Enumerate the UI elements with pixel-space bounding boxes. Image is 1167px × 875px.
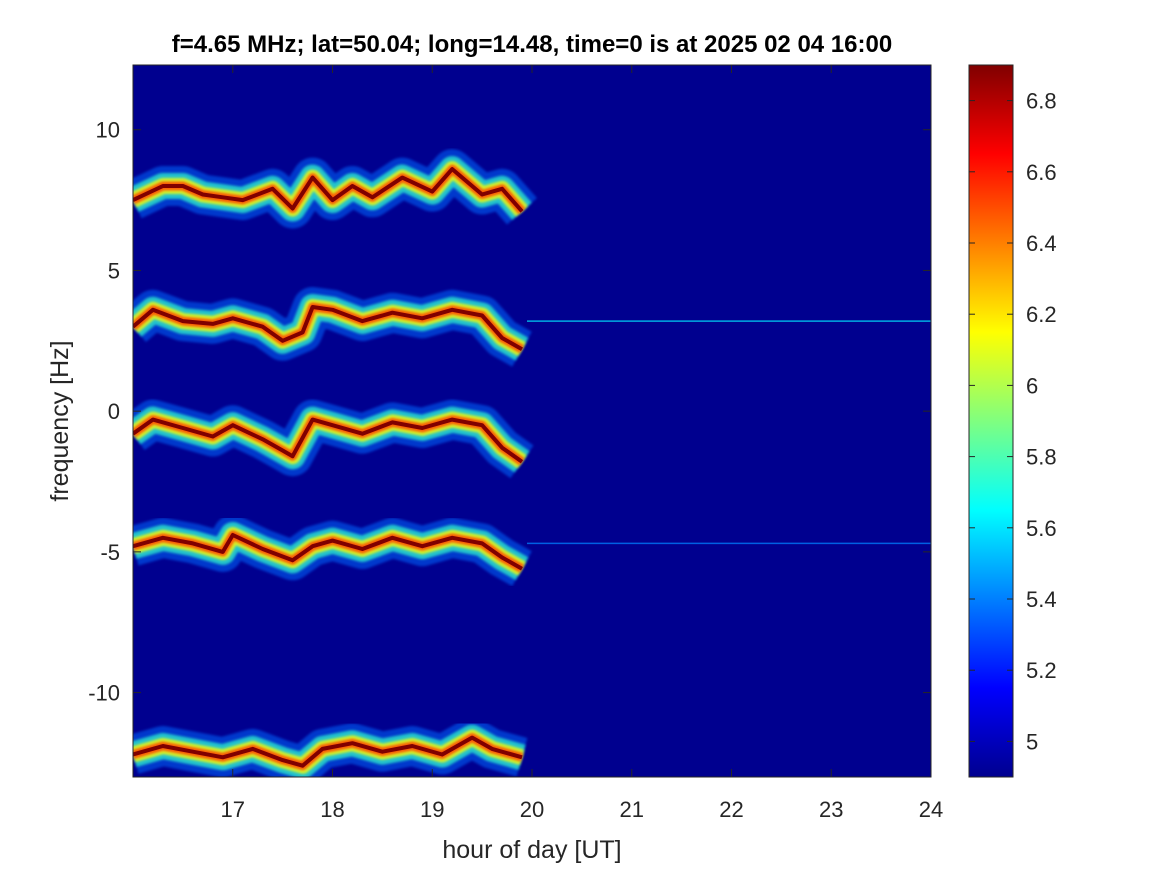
x-axis: 17 18 19 20 21 22 23 24: [221, 65, 943, 822]
echo-trace-3: [133, 515, 532, 587]
colorbar-axis: 5 5.2 5.4 5.6 5.8 6 6.2 6.4 6.6 6.8: [969, 89, 1057, 754]
x-tick-label: 23: [819, 797, 843, 822]
y-tick-label: 0: [108, 399, 120, 424]
echo-trace-4: [133, 717, 528, 777]
x-tick-label: 19: [420, 797, 444, 822]
chart-title: f=4.65 MHz; lat=50.04; long=14.48, time=…: [172, 31, 892, 58]
colorbar-tick-label: 6.4: [1026, 231, 1057, 256]
echo-trace-1: [133, 287, 532, 367]
colorbar-tick-label: 6.2: [1026, 302, 1057, 327]
x-tick-label: 22: [719, 797, 743, 822]
echo-band-3-4: [133, 533, 523, 571]
y-axis: 10 5 0 -5 -10: [88, 118, 931, 706]
y-tick-label: 5: [108, 258, 120, 283]
y-tick-label: -5: [100, 540, 120, 565]
x-tick-label: 20: [520, 797, 544, 822]
colorbar-tick-label: 6.8: [1026, 89, 1057, 114]
signal-layer: [133, 149, 931, 777]
echo-trace-2: [133, 399, 534, 479]
echo-band-4-4: [133, 735, 523, 768]
colorbar-tick-label: 5.8: [1026, 445, 1057, 470]
colorbar-tick-label: 6: [1026, 373, 1038, 398]
colorbar-tick-label: 5.2: [1026, 658, 1057, 683]
echo-trace-0: [133, 149, 537, 229]
colorbar-tick-label: 5: [1026, 729, 1038, 754]
x-axis-label: hour of day [UT]: [442, 836, 621, 864]
echo-band-1-4: [133, 305, 523, 351]
colorbar-tick-label: 6.6: [1026, 160, 1057, 185]
echo-band-0-4: [133, 167, 524, 213]
x-tick-label: 24: [919, 797, 943, 822]
echo-band-2-4: [133, 417, 524, 464]
x-tick-label: 21: [620, 797, 644, 822]
y-axis-label: frequency [Hz]: [46, 340, 74, 501]
x-tick-label: 18: [320, 797, 344, 822]
colorbar-tick-label: 5.6: [1026, 516, 1057, 541]
colorbar: [968, 64, 1014, 778]
x-tick-label: 17: [221, 797, 245, 822]
colorbar-tick-label: 5.4: [1026, 587, 1057, 612]
y-tick-label: 10: [96, 118, 120, 143]
y-tick-label: -10: [88, 681, 120, 706]
